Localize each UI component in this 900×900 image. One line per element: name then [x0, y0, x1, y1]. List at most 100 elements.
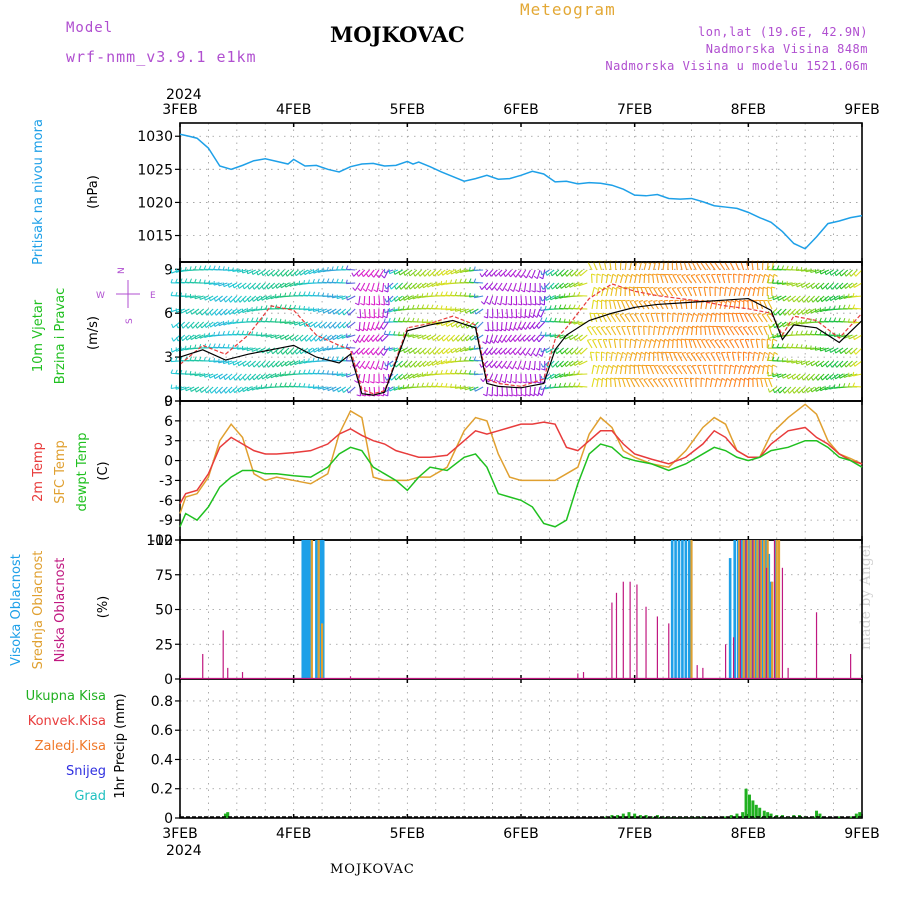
wind-barb	[355, 334, 361, 344]
wind-barb-flag	[256, 285, 260, 290]
wind-barb-flag	[380, 303, 385, 306]
wind-barb	[348, 308, 356, 316]
wind-barb-flag	[619, 313, 625, 316]
wind-barb-flag	[408, 285, 411, 290]
wind-barb-flag	[298, 291, 301, 296]
wind-barb-flag	[517, 381, 522, 384]
wind-barb-flag	[810, 345, 812, 350]
pressure-ytick-label: 1025	[137, 162, 173, 178]
wind-barb-flag	[426, 362, 429, 367]
wind-barb-flag	[737, 351, 742, 354]
wind-barb-flag	[593, 377, 598, 381]
wind-barb-flag	[303, 369, 306, 374]
wind-barb-flag	[307, 291, 311, 296]
wind-barb-flag	[652, 273, 657, 276]
wind-barb	[703, 287, 707, 297]
cloud-bar-high	[306, 540, 309, 679]
wind-barb	[755, 339, 759, 349]
wind-barb-flag	[307, 279, 310, 284]
wind-barb	[695, 261, 702, 271]
wind-barb-flag	[365, 350, 369, 355]
wind-barb-flag	[774, 351, 778, 355]
wind-barb	[668, 300, 674, 310]
wind-barb	[382, 321, 389, 330]
wind-barb-flag	[393, 376, 397, 381]
wind-barb	[595, 327, 602, 336]
wind-barb-flag	[754, 286, 759, 290]
wind-barb	[358, 295, 361, 305]
wind-barb-flag	[374, 316, 379, 319]
wind-barb-flag	[242, 298, 245, 303]
wind-barb-flag	[383, 315, 388, 319]
station-title: MOJKOVAC	[330, 22, 465, 47]
wind-barb	[653, 339, 657, 349]
wind-barb-flag	[422, 350, 426, 355]
wind-barb	[256, 334, 266, 337]
cloud-bar-mid	[775, 540, 778, 679]
wind-barb-flag	[265, 374, 268, 379]
wind-barb-flag	[686, 364, 692, 367]
wind-barb-flag	[284, 335, 287, 341]
wind-barb-flag	[810, 361, 813, 367]
cloud-bar-high	[303, 540, 307, 679]
wind-barb-flag	[615, 313, 620, 316]
wind-barb	[373, 269, 380, 278]
wind-barb	[801, 360, 811, 366]
wind-barb-flag	[504, 365, 508, 370]
wind-barb	[483, 295, 489, 305]
wind-barb	[719, 340, 726, 349]
wind-barb-flag	[227, 310, 231, 315]
wind-barb-flag	[838, 317, 841, 322]
wind-barb	[665, 352, 669, 362]
wind-barb-flag	[800, 310, 804, 315]
wind-barb-flag	[622, 351, 627, 355]
wind-barb-flag	[228, 389, 231, 394]
precip-bar	[633, 813, 637, 818]
wind-barb	[681, 275, 688, 284]
wind-barb-flag	[790, 265, 794, 271]
wind-barb-flag	[782, 311, 786, 316]
wind-barb-flag	[204, 323, 207, 328]
wind-barb-flag	[208, 296, 211, 301]
wind-barb-flag	[307, 358, 310, 363]
wind-barb-flag	[577, 370, 580, 375]
wind-barb-flag	[681, 351, 687, 354]
cloud-bar-low	[629, 581, 631, 679]
wind-barb	[371, 282, 375, 292]
wind-barb-flag	[786, 265, 789, 270]
wind-barb-flag	[829, 363, 833, 368]
wind-barb	[619, 286, 622, 297]
wind-barb	[591, 327, 598, 336]
wind-barb-flag	[371, 327, 376, 331]
wind-barb	[772, 373, 782, 378]
wind-barb-flag	[568, 362, 571, 367]
wind-barb-flag	[170, 384, 173, 389]
wind-barb-flag	[431, 292, 434, 297]
wind-barb-flag	[724, 339, 729, 341]
wind-barb-flag	[308, 323, 311, 328]
year-label-top: 2024	[166, 87, 202, 103]
wind-barb-flag	[750, 286, 755, 290]
wind-barb	[554, 334, 564, 339]
wind-barb-flag	[544, 332, 547, 337]
wind-barb-flag	[776, 343, 780, 348]
wind-barb-flag	[641, 351, 645, 355]
lonlat-label: lon,lat (19.6E, 42.9N)	[698, 25, 868, 39]
wind-barb-flag	[393, 270, 396, 275]
wind-barb-flag	[499, 287, 503, 292]
wind-barb-flag	[838, 374, 841, 379]
wind-barb	[714, 312, 717, 323]
wind-barb-flag	[227, 266, 230, 271]
wind-barb-flag	[484, 351, 488, 356]
wind-barb-flag	[605, 299, 610, 302]
wind-barb	[610, 287, 614, 297]
wind-barb	[359, 308, 362, 319]
wind-ytick-label: 6	[164, 306, 173, 322]
wind-barb-flag	[331, 345, 334, 350]
wind-barb-flag	[384, 362, 387, 367]
wind-barb-flag	[361, 316, 366, 319]
wind-barb-flag	[522, 381, 527, 384]
date-tick-label-bottom: 3FEB	[162, 826, 197, 842]
wind-barb	[762, 365, 765, 375]
wind-barb	[475, 308, 484, 315]
